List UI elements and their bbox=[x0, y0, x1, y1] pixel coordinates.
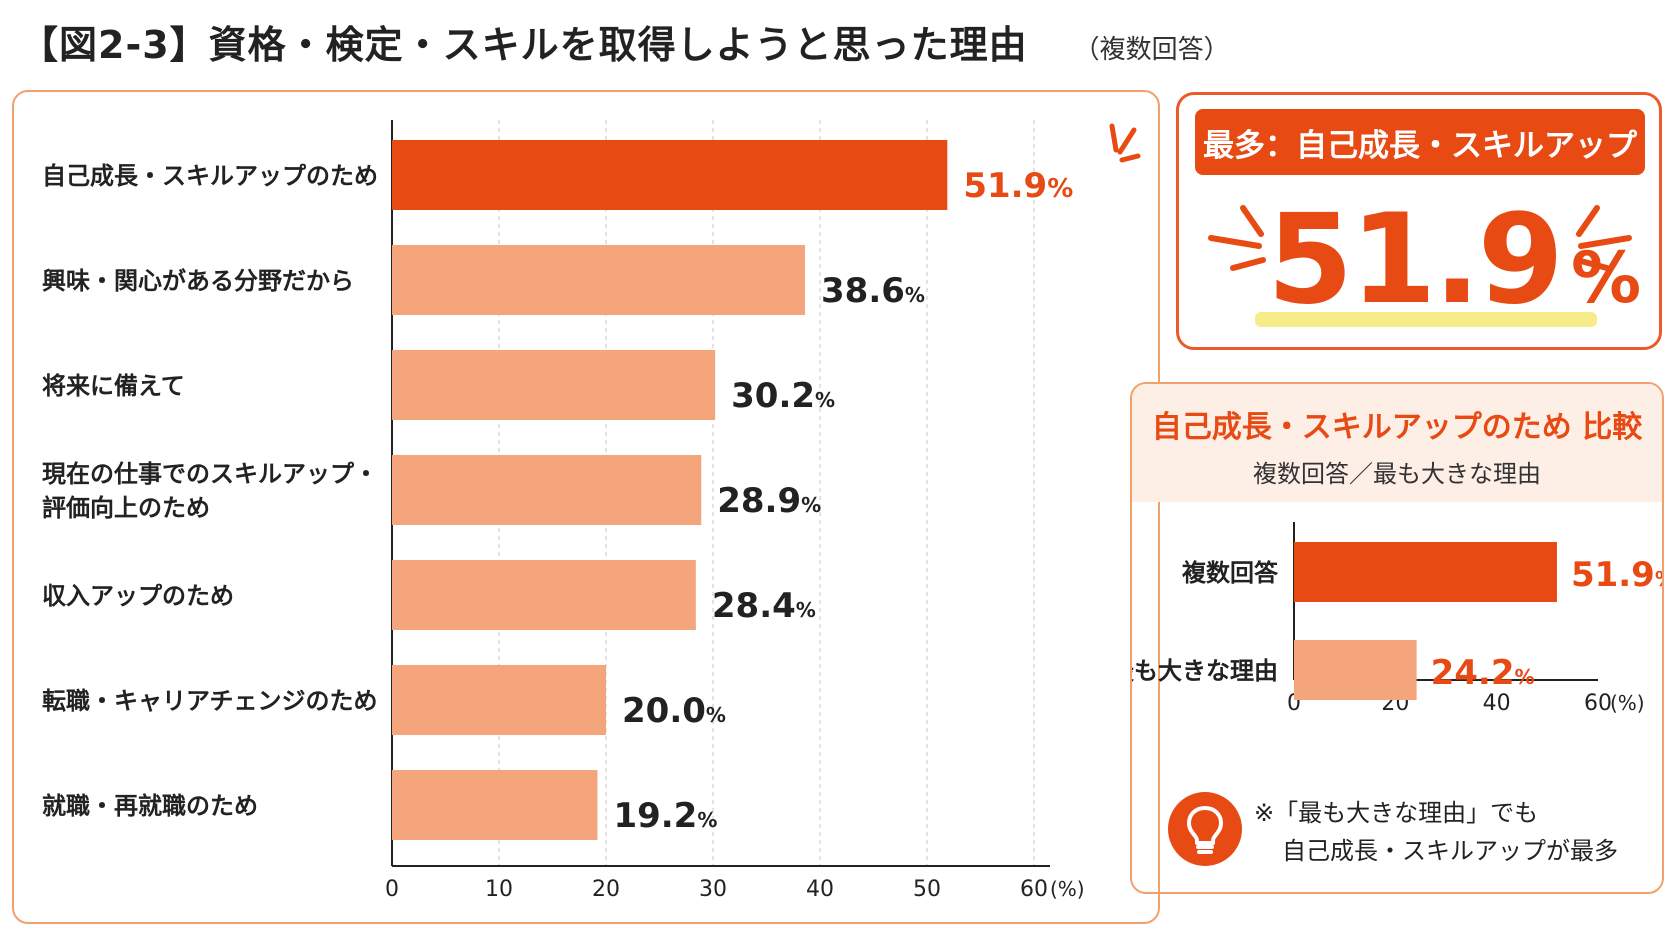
burst-icon bbox=[1109, 123, 1141, 163]
bar bbox=[1294, 640, 1417, 700]
value-label: 51.9% bbox=[963, 166, 1073, 206]
category-label: 現在の仕事でのスキルアップ・ bbox=[42, 460, 378, 488]
category-label: 収入アップのため bbox=[42, 582, 234, 610]
comparison-header: 自己成長・スキルアップのため 比較 複数回答／最も大きな理由 bbox=[1132, 384, 1662, 502]
x-tick-label: 10 bbox=[485, 877, 513, 902]
comparison-note: ※「最も大きな理由」でも 自己成長・スキルアップが最多 bbox=[1254, 794, 1618, 870]
bar bbox=[392, 455, 702, 525]
bar bbox=[1294, 542, 1557, 602]
category-label: 就職・再就職のため bbox=[42, 792, 258, 820]
bar bbox=[392, 665, 606, 735]
x-tick-label: 20 bbox=[592, 877, 620, 902]
bar bbox=[392, 560, 696, 630]
highlight-number: 51.9 bbox=[1267, 188, 1564, 332]
category-label: 複数回答 bbox=[1182, 559, 1279, 587]
category-label: 興味・関心がある分野だから bbox=[42, 267, 354, 295]
note-line-1: ※「最も大きな理由」でも bbox=[1254, 799, 1539, 827]
category-label: 評価向上のため bbox=[42, 494, 210, 522]
comparison-title: 自己成長・スキルアップのため 比較 bbox=[1151, 410, 1643, 445]
highlight-panel: 最多：自己成長・スキルアップ 51.9% bbox=[1176, 92, 1662, 350]
category-label: 最も大きな理由 bbox=[1130, 657, 1278, 685]
comparison-panel: 自己成長・スキルアップのため 比較 複数回答／最も大きな理由 0 20 40 60 (%… bbox=[1130, 382, 1664, 894]
x-tick-label: 0 bbox=[385, 877, 399, 902]
bar bbox=[392, 245, 806, 315]
x-tick-label: 40 bbox=[1483, 691, 1511, 716]
value-label: 28.9% bbox=[717, 481, 821, 521]
bar bbox=[392, 770, 598, 840]
highlight-unit: % bbox=[1570, 237, 1642, 319]
burst-icon-left bbox=[1208, 205, 1266, 271]
x-tick-label: 50 bbox=[913, 877, 941, 902]
bar bbox=[392, 140, 948, 210]
x-tick-label: 30 bbox=[699, 877, 727, 902]
x-tick-label: 60 bbox=[1020, 877, 1048, 902]
chart-subtitle: （複数回答） bbox=[1073, 35, 1230, 65]
value-label: 28.4% bbox=[712, 586, 816, 626]
highlight-underline bbox=[1255, 312, 1597, 327]
x-tick-label: 60 bbox=[1584, 691, 1612, 716]
value-label: 30.2% bbox=[731, 376, 835, 416]
category-label: 自己成長・スキルアップのため bbox=[42, 162, 378, 190]
main-chart-panel bbox=[12, 90, 1160, 924]
x-tick-label: 40 bbox=[806, 877, 834, 902]
value-label: 38.6% bbox=[821, 271, 925, 311]
value-label: 51.9% bbox=[1571, 555, 1664, 595]
value-label: 19.2% bbox=[613, 796, 717, 836]
lightbulb-icon bbox=[1168, 792, 1242, 866]
value-label: 24.2% bbox=[1431, 653, 1535, 693]
highlight-banner: 最多：自己成長・スキルアップ bbox=[1195, 109, 1645, 175]
comparison-subtitle: 複数回答／最も大きな理由 bbox=[1253, 460, 1541, 488]
chart-title: 【図2-3】資格・検定・スキルを取得しようと思った理由 bbox=[20, 23, 1028, 67]
burst-icon-right bbox=[1574, 205, 1632, 271]
bar bbox=[392, 350, 716, 420]
chart-header: 【図2-3】資格・検定・スキルを取得しようと思った理由 （複数回答） bbox=[20, 14, 1230, 74]
x-axis-unit: (%) bbox=[1050, 877, 1085, 901]
x-axis-unit: (%) bbox=[1610, 691, 1645, 715]
category-label: 将来に備えて bbox=[42, 372, 185, 400]
note-line-2: 自己成長・スキルアップが最多 bbox=[1282, 837, 1618, 865]
highlight-value: 51.9% bbox=[1267, 185, 1641, 353]
value-label: 20.0% bbox=[622, 691, 726, 731]
category-label: 転職・キャリアチェンジのため bbox=[42, 687, 378, 715]
